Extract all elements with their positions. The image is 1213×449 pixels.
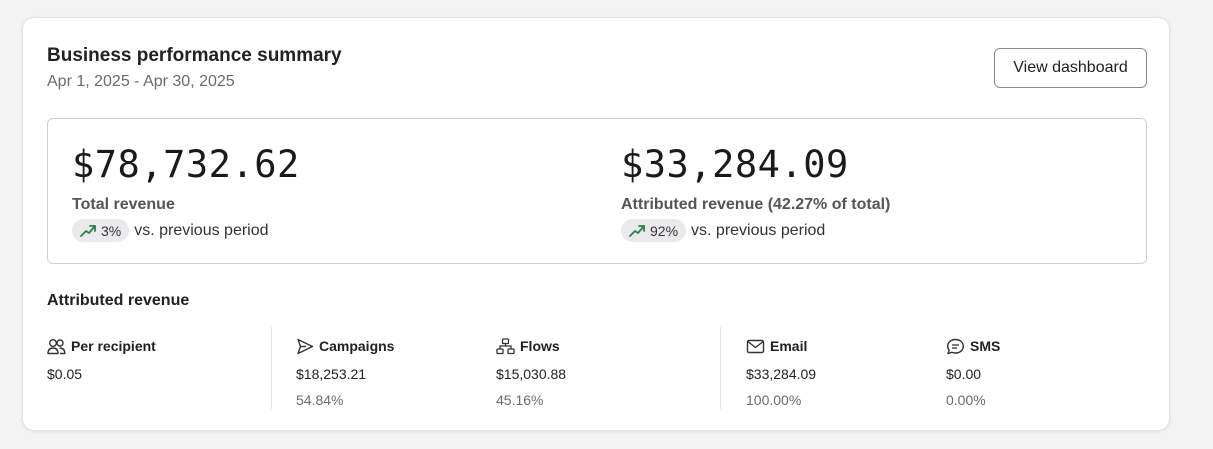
stat-header: Per recipient	[47, 336, 156, 356]
flow-icon	[496, 337, 515, 354]
attributed-section-title: Attributed revenue	[47, 292, 190, 309]
metric-value: $78,732.62	[72, 143, 300, 186]
total-revenue-metric: $78,732.62 Total revenue 3% vs. previous…	[72, 143, 300, 242]
stat-value: $0.05	[47, 366, 83, 382]
stat-email: Email $33,284.09 100.00%	[746, 336, 816, 408]
change-badge: 3%	[72, 219, 130, 242]
stat-header: Email	[746, 336, 816, 356]
stat-label: SMS	[970, 338, 1001, 354]
stat-flows: Flows $15,030.88 45.16%	[496, 336, 566, 408]
stat-campaigns: Campaigns $18,253.21 54.84%	[296, 336, 394, 408]
trend-up-icon	[80, 224, 96, 237]
divider	[271, 327, 272, 409]
stat-label: Flows	[520, 338, 560, 354]
stat-sms: SMS $0.00 0.00%	[946, 336, 1000, 408]
email-icon	[746, 339, 765, 353]
change-percent: 3%	[101, 222, 122, 239]
stat-label: Email	[770, 338, 808, 354]
stat-per-recipient: Per recipient $0.05	[47, 336, 156, 382]
metrics-panel: $78,732.62 Total revenue 3% vs. previous…	[47, 118, 1147, 264]
stat-percent: 45.16%	[496, 392, 544, 408]
date-range: Apr 1, 2025 - Apr 30, 2025	[47, 73, 235, 90]
stat-percent: 100.00%	[746, 392, 802, 408]
stat-header: SMS	[946, 336, 1000, 356]
stat-header: Campaigns	[296, 336, 394, 356]
card-title: Business performance summary	[47, 45, 342, 66]
change-row: 92% vs. previous period	[621, 219, 890, 242]
change-percent: 92%	[650, 222, 679, 239]
people-icon	[47, 338, 66, 354]
stat-label: Per recipient	[71, 338, 156, 354]
stat-header: Flows	[496, 336, 566, 356]
stat-label: Campaigns	[319, 338, 395, 354]
change-badge: 92%	[621, 219, 687, 242]
change-suffix: vs. previous period	[691, 221, 826, 239]
business-performance-card: Business performance summary Apr 1, 2025…	[22, 17, 1170, 431]
change-row: 3% vs. previous period	[72, 219, 300, 242]
stat-value: $0.00	[946, 366, 982, 382]
view-dashboard-button[interactable]: View dashboard	[994, 48, 1147, 88]
attributed-revenue-metric: $33,284.09 Attributed revenue (42.27% of…	[621, 143, 890, 242]
sms-icon	[947, 338, 964, 354]
metric-label: Attributed revenue (42.27% of total)	[621, 196, 891, 213]
send-icon	[297, 338, 314, 354]
stat-percent: 54.84%	[296, 392, 344, 408]
metric-value: $33,284.09	[621, 143, 849, 186]
change-suffix: vs. previous period	[134, 221, 269, 239]
stat-percent: 0.00%	[946, 392, 986, 408]
metric-label: Total revenue	[72, 196, 175, 213]
stat-value: $15,030.88	[496, 366, 567, 382]
stat-value: $18,253.21	[296, 366, 367, 382]
divider	[720, 327, 721, 409]
trend-up-icon	[629, 224, 645, 237]
stat-value: $33,284.09	[746, 366, 817, 382]
